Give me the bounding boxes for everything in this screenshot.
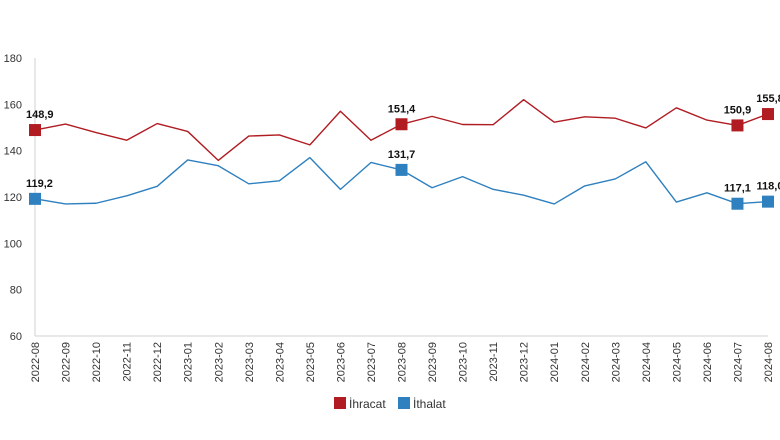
x-tick-label: 2022-09: [61, 342, 73, 382]
x-tick-label: 2022-12: [152, 342, 164, 382]
data-point-marker: [731, 197, 744, 210]
chart-legend: İhracat İthalat: [334, 397, 446, 411]
y-tick-label: 100: [4, 238, 22, 250]
x-tick-label: 2023-03: [244, 342, 256, 382]
y-tick-label: 160: [4, 99, 22, 111]
data-label: 131,7: [388, 149, 416, 161]
data-markers: [29, 108, 774, 210]
x-tick-label: 2024-07: [732, 342, 744, 382]
data-point-marker: [762, 108, 774, 121]
x-tick-label: 2023-01: [183, 342, 195, 382]
x-tick-label: 2022-08: [30, 342, 42, 382]
x-tick-label: 2023-06: [335, 342, 347, 382]
x-tick-label: 2024-05: [671, 342, 683, 382]
x-tick-label: 2022-11: [122, 342, 134, 382]
data-label: 151,4: [388, 103, 416, 115]
y-tick-label: 60: [10, 331, 22, 343]
data-label: 148,9: [26, 109, 54, 121]
x-tick-label: 2024-06: [702, 342, 714, 382]
data-point-marker: [762, 195, 774, 208]
data-label: 150,9: [724, 104, 752, 116]
data-label: 117,1: [724, 183, 751, 195]
data-point-marker: [395, 163, 408, 176]
y-tick-label: 140: [4, 146, 22, 158]
x-tick-label: 2024-04: [641, 342, 653, 382]
x-tick-label: 2022-10: [91, 342, 103, 382]
x-tick-label: 2023-10: [458, 342, 470, 382]
x-tick-label: 2023-05: [305, 342, 317, 382]
x-tick-labels: 2022-08 2022-09 2022-10 2022-11 2022-12 2023-…: [30, 342, 775, 382]
x-tick-label: 2023-09: [427, 342, 439, 382]
y-tick-label: 80: [10, 285, 22, 297]
x-tick-label: 2023-08: [397, 342, 409, 382]
x-tick-label: 2023-04: [274, 342, 286, 382]
data-label: 155,8: [756, 93, 780, 105]
chart-axes: [34, 58, 768, 337]
data-label: 118,0: [757, 181, 780, 193]
legend-swatch-ithalat: [398, 397, 410, 409]
x-tick-label: 2023-12: [519, 342, 531, 382]
data-point-marker: [29, 124, 41, 137]
x-tick-label: 2024-01: [549, 342, 561, 382]
data-point-marker: [395, 118, 408, 131]
x-tick-label: 2024-03: [610, 342, 622, 382]
data-point-marker: [731, 119, 744, 132]
data-label: 119,2: [26, 178, 53, 190]
x-tick-label: 2023-02: [213, 342, 225, 382]
legend-label-ihracat: İhracat: [349, 397, 386, 411]
y-tick-labels: 60 80 100 120 140 160 180: [4, 53, 22, 343]
y-tick-label: 180: [4, 53, 22, 65]
x-tick-label: 2024-08: [763, 342, 775, 382]
legend-label-ithalat: İthalat: [413, 397, 446, 411]
x-tick-label: 2023-11: [488, 342, 500, 382]
x-tick-label: 2023-07: [366, 342, 378, 382]
data-labels: 148,9 151,4 150,9 155,8 119,2 131,7 117,1 118,0: [26, 93, 780, 195]
data-point-marker: [29, 192, 41, 205]
x-tick-label: 2024-02: [580, 342, 592, 382]
legend-swatch-ihracat: [334, 397, 346, 409]
y-tick-label: 120: [4, 192, 22, 204]
